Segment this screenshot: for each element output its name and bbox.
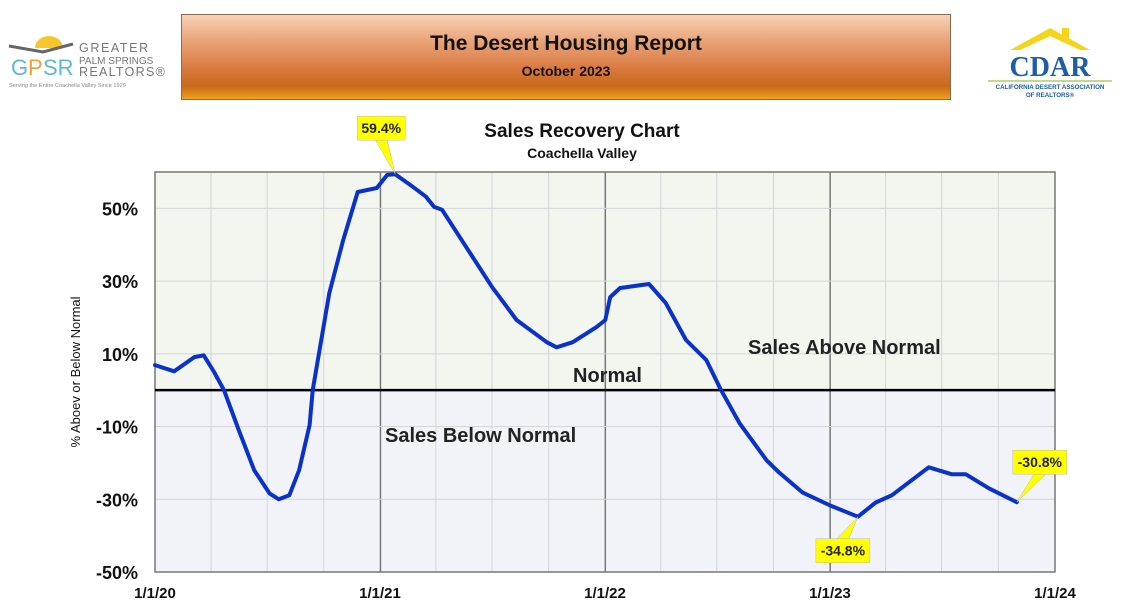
data-point [356, 190, 360, 194]
data-point [277, 497, 281, 501]
data-point [440, 208, 444, 212]
svg-text:P: P [28, 55, 43, 80]
data-point [490, 285, 494, 289]
y-tick-label: -10% [96, 418, 138, 438]
data-point [618, 286, 622, 290]
x-tick-label: 1/1/23 [809, 585, 851, 602]
data-point [192, 355, 196, 359]
callout-box [1012, 449, 1068, 475]
data-point [777, 470, 781, 474]
data-point [222, 388, 226, 392]
report-title: The Desert Housing Report [430, 32, 702, 55]
gpsr-logo: G P SR GREATER PALM SPRINGS REALTORS® Se… [5, 30, 175, 90]
data-point [603, 318, 607, 322]
svg-text:CALIFORNIA DESERT ASSOCIATION: CALIFORNIA DESERT ASSOCIATION [996, 84, 1105, 91]
below-normal-label: Sales Below Normal [385, 425, 576, 447]
data-point [874, 501, 878, 505]
data-point [432, 205, 436, 209]
data-point [647, 282, 651, 286]
plot-border [154, 171, 1056, 573]
data-point [684, 338, 688, 342]
report-header: The Desert Housing Report October 2023 [181, 14, 951, 100]
data-point [252, 468, 256, 472]
y-tick-label: 10% [102, 345, 138, 365]
y-tick-label: 50% [102, 199, 138, 219]
svg-text:OF REALTORS®: OF REALTORS® [1026, 92, 1075, 99]
data-point [202, 353, 206, 357]
report-date: October 2023 [521, 63, 611, 79]
data-point [719, 388, 723, 392]
data-point [555, 345, 559, 349]
callout-label: 59.4% [361, 120, 401, 136]
svg-text:GREATER: GREATER [79, 41, 150, 55]
data-point [308, 423, 312, 427]
data-point [424, 195, 428, 199]
callout-label: -34.8% [821, 543, 866, 559]
svg-text:SR: SR [43, 55, 74, 80]
data-point [297, 468, 301, 472]
data-point [765, 458, 769, 462]
callout-pointer [374, 139, 396, 175]
data-point [287, 493, 291, 497]
x-tick-label: 1/1/24 [1034, 585, 1076, 602]
data-point [172, 369, 176, 373]
data-point [664, 301, 668, 305]
svg-text:REALTORS®: REALTORS® [79, 65, 166, 79]
y-tick-label: -30% [96, 490, 138, 510]
svg-text:CDAR: CDAR [1010, 52, 1092, 83]
data-point [237, 428, 241, 432]
data-point [571, 340, 575, 344]
data-point [408, 183, 412, 187]
sales-recovery-line [153, 172, 1019, 519]
data-point [464, 245, 468, 249]
callout-box [815, 538, 871, 563]
data-point [828, 503, 832, 507]
chart-title: Sales Recovery Chart [484, 121, 680, 142]
data-point [375, 186, 379, 190]
data-point [950, 472, 954, 476]
data-point [738, 421, 742, 425]
data-point [341, 239, 345, 243]
chart-subtitle: Coachella Valley [527, 145, 637, 161]
data-point [608, 295, 612, 299]
data-point [385, 173, 389, 177]
data-point [800, 490, 804, 494]
x-tick-label: 1/1/22 [584, 585, 626, 602]
y-tick-label: -50% [96, 563, 138, 583]
svg-text:Serving the Entire Coachella V: Serving the Entire Coachella Valley Sinc… [9, 83, 126, 89]
above-normal-label: Sales Above Normal [748, 337, 941, 359]
cdar-logo: CDAR CALIFORNIA DESERT ASSOCIATION OF RE… [980, 24, 1120, 104]
data-point [964, 472, 968, 476]
data-point [890, 493, 894, 497]
data-point [311, 388, 315, 392]
y-tick-label: 30% [102, 272, 138, 292]
svg-text:G: G [11, 55, 28, 80]
svg-text:PALM SPRINGS: PALM SPRINGS [79, 56, 154, 67]
data-point [212, 370, 216, 374]
callout-label: -30.8% [1018, 454, 1063, 470]
data-point [268, 491, 272, 495]
y-axis-label: % Aboev or Below Normal [68, 296, 83, 447]
data-point [153, 363, 157, 367]
data-point [327, 291, 331, 295]
x-tick-label: 1/1/21 [359, 585, 401, 602]
data-point [515, 318, 519, 322]
data-point [987, 486, 991, 490]
normal-label: Normal [573, 365, 642, 387]
callout-box [356, 115, 406, 141]
data-point [595, 325, 599, 329]
data-point [545, 340, 549, 344]
data-point [927, 465, 931, 469]
data-point [704, 358, 708, 362]
x-tick-label: 1/1/20 [134, 585, 176, 602]
